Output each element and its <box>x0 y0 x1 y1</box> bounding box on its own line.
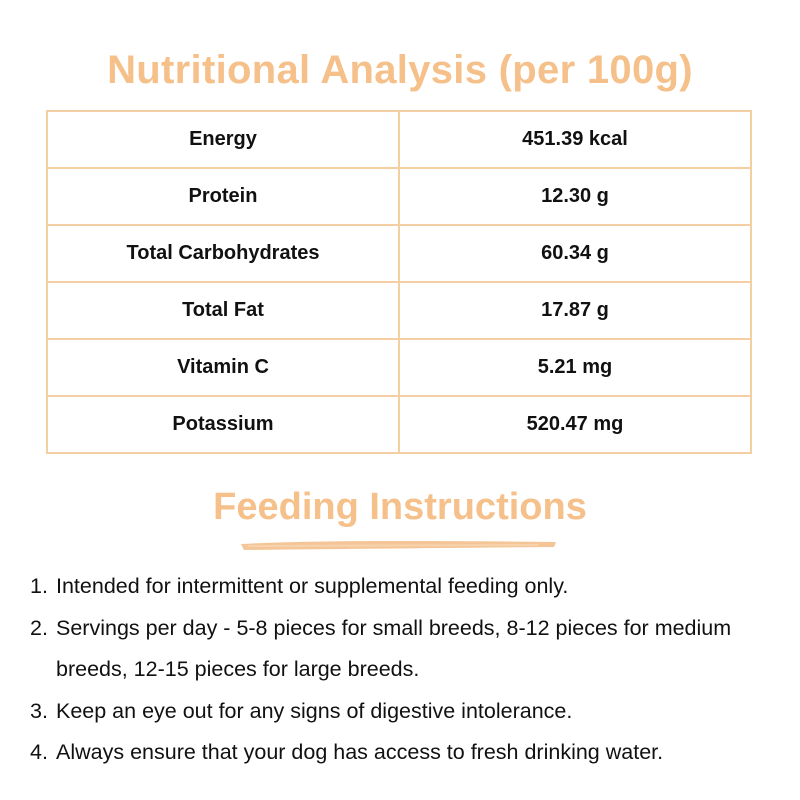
item-text: Servings per day - 5-8 pieces for small … <box>56 615 732 682</box>
nutrient-name: Potassium <box>46 395 400 454</box>
nutrient-value: 520.47 mg <box>398 395 752 454</box>
table-row: Vitamin C 5.21 mg <box>46 338 752 397</box>
title: Nutritional Analysis (per 100g) <box>107 48 693 92</box>
table-row: Total Carbohydrates 60.34 g <box>46 224 752 283</box>
item-text: Intended for intermittent or supplementa… <box>56 574 569 598</box>
nutrient-name: Total Carbohydrates <box>46 224 400 283</box>
nutrient-value: 60.34 g <box>398 224 752 283</box>
instruction-item: 4. Always ensure that your dog has access… <box>30 732 780 774</box>
nutrient-name: Vitamin C <box>46 338 400 397</box>
instruction-item: 2. Servings per day - 5-8 pieces for smal… <box>30 608 780 691</box>
nutrient-name: Total Fat <box>46 281 400 340</box>
item-number: 3. <box>30 698 48 723</box>
item-text: Always ensure that your dog has access t… <box>56 740 664 764</box>
table-row: Energy 451.39 kcal <box>46 110 752 169</box>
instruction-list: 1. Intended for intermittent or supplemen… <box>30 566 780 774</box>
nutrient-value: 5.21 mg <box>398 338 752 397</box>
table-row: Potassium 520.47 mg <box>46 395 752 454</box>
item-number: 1. <box>30 574 48 598</box>
item-text: Keep an eye out for any signs of digesti… <box>56 698 573 723</box>
nutrient-value: 451.39 kcal <box>398 110 752 169</box>
instruction-item: 1. Intended for intermittent or supplemen… <box>30 566 780 608</box>
item-number: 4. <box>30 740 48 764</box>
item-number: 2. <box>30 615 48 640</box>
nutrient-value: 12.30 g <box>398 167 752 226</box>
nutrition-table: Energy 451.39 kcal Protein 12.30 g Total Car… <box>46 110 752 454</box>
table-row: Total Fat 17.87 g <box>46 281 752 340</box>
brush-underline <box>241 540 556 550</box>
instruction-item: 3. Keep an eye out for any signs of diges… <box>30 691 780 733</box>
nutrient-name: Energy <box>46 110 400 169</box>
table-row: Protein 12.30 g <box>46 167 752 226</box>
section-title: Feeding Instructions <box>213 486 587 528</box>
nutrient-value: 17.87 g <box>398 281 752 340</box>
nutrient-name: Protein <box>46 167 400 226</box>
